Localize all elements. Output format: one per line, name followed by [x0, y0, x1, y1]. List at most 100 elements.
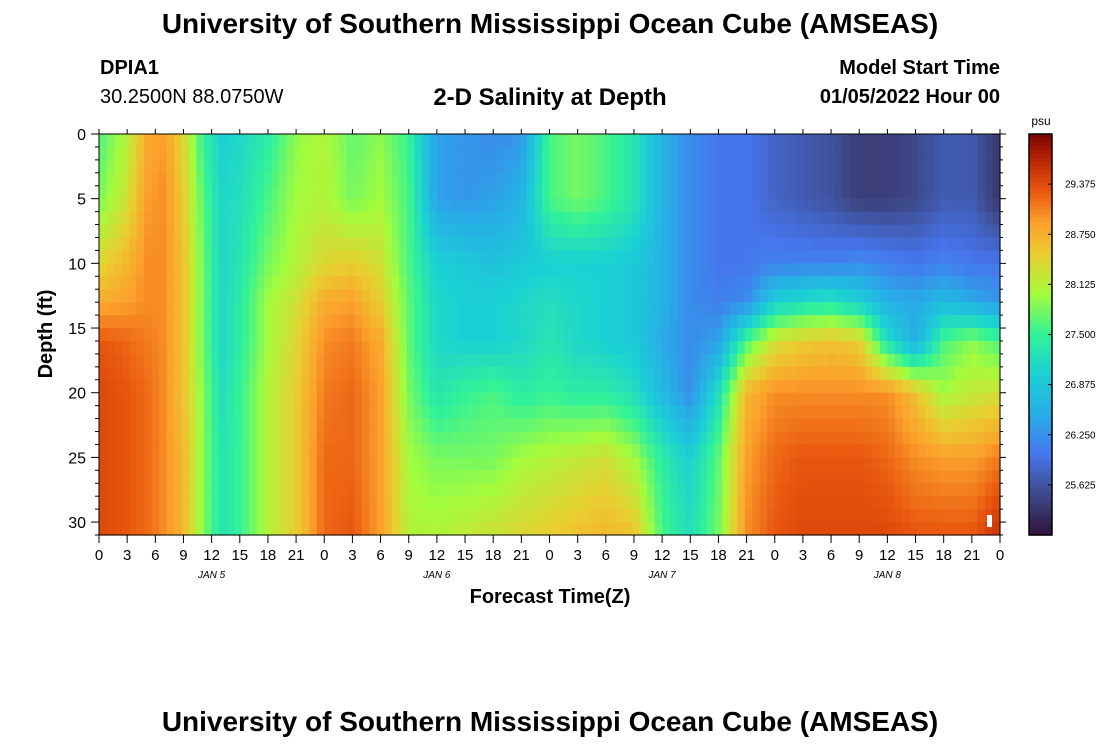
- heatmap-cell: [759, 211, 768, 226]
- heatmap-cell: [992, 211, 1001, 226]
- heatmap-cell: [406, 470, 415, 484]
- heatmap-cell: [767, 185, 776, 200]
- heatmap-cell: [331, 185, 340, 200]
- heatmap-cell: [759, 289, 768, 303]
- heatmap-cell: [707, 405, 716, 420]
- heatmap-cell: [301, 276, 310, 290]
- heatmap-cell: [632, 431, 641, 446]
- heatmap-cell: [834, 470, 843, 484]
- station-coordinates: 30.2500N 88.0750W: [100, 86, 284, 108]
- heatmap-cell: [451, 250, 460, 264]
- heatmap-cell: [271, 483, 280, 497]
- heatmap-cell: [774, 353, 783, 368]
- heatmap-cell: [526, 328, 536, 342]
- heatmap-cell: [639, 159, 648, 174]
- heatmap-cell: [909, 302, 919, 316]
- heatmap-cell: [564, 392, 573, 407]
- heatmap-cell: [144, 457, 153, 471]
- heatmap-cell: [924, 366, 934, 381]
- heatmap-cell: [894, 134, 903, 148]
- heatmap-cell: [444, 418, 453, 433]
- heatmap-cell: [894, 172, 903, 187]
- heatmap-cell: [489, 496, 498, 510]
- heatmap-cell: [211, 509, 220, 523]
- heatmap-cell: [309, 263, 318, 277]
- heatmap-cell: [219, 263, 228, 277]
- heatmap-cell: [526, 276, 536, 290]
- heatmap-cell: [511, 211, 521, 226]
- heatmap-cell: [947, 340, 956, 355]
- heatmap-cell: [609, 340, 618, 355]
- heatmap-cell: [346, 211, 355, 226]
- heatmap-cell: [376, 315, 385, 329]
- heatmap-cell: [234, 328, 243, 342]
- heatmap-cell: [842, 276, 851, 290]
- heatmap-cell: [496, 483, 506, 497]
- heatmap-cell: [617, 276, 626, 290]
- heatmap-cell: [99, 379, 108, 394]
- colorbar-segment: [1029, 178, 1052, 183]
- heatmap-cell: [872, 328, 881, 342]
- heatmap-cell: [602, 340, 611, 355]
- heatmap-cell: [414, 263, 423, 277]
- heatmap-cell: [301, 522, 310, 536]
- heatmap-cell: [977, 302, 986, 316]
- heatmap-cell: [962, 392, 971, 407]
- heatmap-cell: [594, 470, 603, 484]
- heatmap-cell: [219, 405, 228, 420]
- heatmap-cell: [316, 509, 325, 523]
- heatmap-cell: [587, 496, 596, 510]
- colorbar-segment: [1029, 250, 1052, 255]
- heatmap-cell: [496, 276, 506, 290]
- heatmap-cell: [414, 224, 423, 239]
- heatmap-cell: [917, 328, 926, 342]
- heatmap-cell: [827, 224, 836, 239]
- heatmap-cell: [624, 522, 633, 536]
- heatmap-cell: [594, 379, 603, 394]
- heatmap-cell: [722, 224, 731, 239]
- heatmap-cell: [129, 211, 138, 226]
- heatmap-cell: [579, 431, 588, 446]
- heatmap-cell: [654, 276, 663, 290]
- heatmap-cell: [526, 470, 536, 484]
- heatmap-cell: [399, 289, 408, 303]
- heatmap-cell: [714, 405, 723, 420]
- heatmap-cell: [639, 263, 648, 277]
- heatmap-cell: [136, 405, 145, 420]
- heatmap-cell: [294, 392, 303, 407]
- heatmap-cell: [376, 328, 385, 342]
- heatmap-cell: [279, 134, 288, 148]
- heatmap-cell: [151, 483, 160, 497]
- heatmap-cell: [294, 522, 303, 536]
- heatmap-cell: [324, 405, 333, 420]
- heatmap-cell: [872, 237, 881, 252]
- colorbar-segment: [1029, 482, 1052, 488]
- heatmap-cell: [894, 470, 903, 484]
- heatmap-cell: [617, 146, 626, 161]
- heatmap-cell: [384, 172, 393, 187]
- heatmap-cell: [526, 418, 536, 433]
- heatmap-cell: [309, 302, 318, 316]
- heatmap-cell: [519, 302, 528, 316]
- heatmap-cell: [481, 418, 491, 433]
- heatmap-cell: [857, 185, 866, 200]
- colorbar-segment: [1029, 486, 1052, 492]
- heatmap-cell: [774, 509, 783, 523]
- heatmap-cell: [707, 224, 716, 239]
- heatmap-cell: [526, 392, 536, 407]
- heatmap-cell: [834, 263, 843, 277]
- heatmap-cell: [669, 172, 678, 187]
- heatmap-cell: [849, 366, 858, 381]
- heatmap-cell: [219, 392, 228, 407]
- heatmap-cell: [639, 340, 648, 355]
- heatmap-cell: [842, 522, 851, 536]
- heatmap-cell: [669, 159, 678, 174]
- heatmap-cell: [737, 159, 746, 174]
- heatmap-cell: [211, 379, 220, 394]
- colorbar-segment: [1029, 222, 1052, 227]
- heatmap-cell: [346, 496, 355, 510]
- heatmap-cell: [857, 276, 866, 290]
- heatmap-cell: [459, 302, 468, 316]
- heatmap-cell: [264, 328, 273, 342]
- heatmap-cell: [414, 431, 423, 446]
